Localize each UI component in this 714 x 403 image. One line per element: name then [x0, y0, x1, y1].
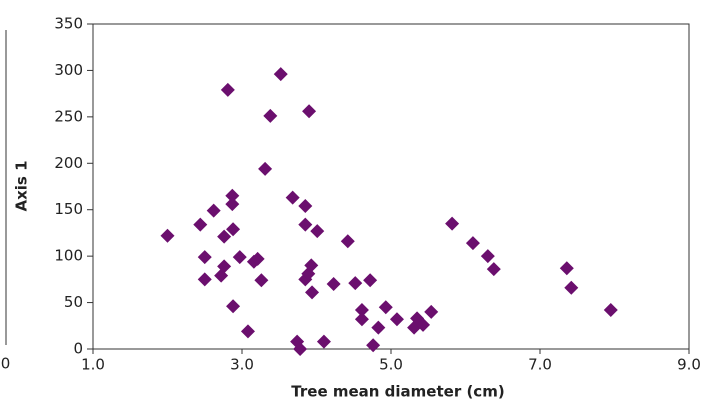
point — [226, 299, 241, 314]
point — [340, 234, 355, 249]
point — [250, 251, 265, 266]
point — [193, 217, 208, 232]
point — [226, 222, 241, 237]
point — [293, 342, 308, 356]
point — [354, 303, 369, 317]
point — [354, 312, 369, 327]
x-axis-label: Tree mean diameter (cm) — [291, 383, 504, 401]
point — [371, 320, 386, 335]
point — [197, 250, 212, 265]
point — [326, 277, 341, 291]
x-tick-label: 1.0 — [81, 356, 105, 374]
point — [465, 236, 480, 251]
point — [273, 67, 288, 82]
point — [424, 304, 439, 319]
point — [225, 197, 240, 212]
y-tick-label: 200 — [54, 154, 83, 172]
point — [486, 262, 501, 277]
point — [232, 250, 247, 265]
point — [445, 216, 460, 231]
point — [480, 249, 495, 264]
point — [366, 338, 381, 353]
point — [220, 82, 235, 97]
point — [197, 272, 212, 287]
x-tick-label: 5.0 — [379, 356, 403, 374]
point — [285, 190, 300, 205]
point — [298, 199, 313, 213]
point — [310, 224, 325, 239]
y-tick-label: 250 — [54, 107, 83, 125]
point — [217, 229, 232, 244]
point — [348, 276, 363, 291]
plot-frame — [92, 23, 690, 350]
point — [302, 104, 317, 119]
point — [305, 285, 320, 300]
y-axis-label: Axis 1 — [13, 160, 31, 211]
point — [564, 280, 579, 295]
y-tick-label: 150 — [54, 200, 83, 218]
point — [160, 228, 175, 243]
point — [263, 108, 278, 123]
point — [559, 261, 574, 276]
point — [258, 161, 273, 176]
y-tick-label: 100 — [54, 247, 83, 265]
y-tick-label: 50 — [64, 293, 83, 311]
y-tick-label: 0 — [73, 340, 83, 358]
point — [304, 258, 319, 273]
point — [240, 324, 255, 339]
point — [603, 303, 618, 317]
x-tick-label: 9.0 — [677, 356, 701, 374]
x-tick-label: 7.0 — [528, 356, 552, 374]
fragment-label: .0 — [0, 355, 10, 373]
point — [316, 334, 331, 349]
point — [225, 188, 240, 203]
y-tick-label: 350 — [54, 15, 83, 33]
point — [378, 300, 393, 315]
point — [416, 317, 431, 332]
point — [389, 312, 404, 327]
point — [214, 268, 229, 283]
point — [363, 273, 378, 288]
point — [298, 217, 313, 232]
x-tick-label: 3.0 — [230, 356, 254, 374]
point — [254, 273, 269, 288]
point — [206, 203, 221, 218]
y-tick-label: 300 — [54, 61, 83, 79]
